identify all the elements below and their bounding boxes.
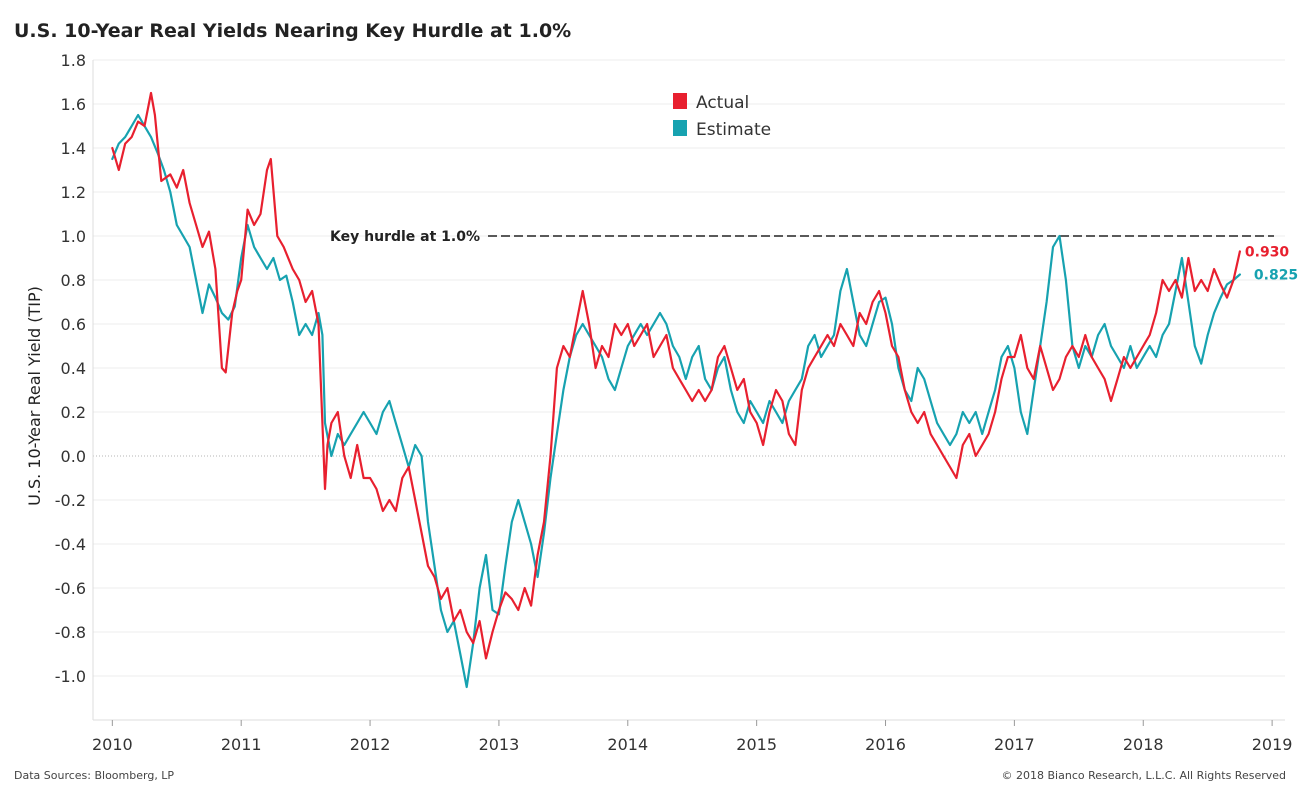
estimate-series-line [111,113,1241,689]
x-tick-label: 2017 [994,735,1035,754]
x-tick-label: 2019 [1252,735,1293,754]
actual-series-line [111,91,1241,660]
x-tick-label: 2015 [736,735,777,754]
y-tick-label: 1.6 [61,95,86,114]
y-tick-label: 1.0 [61,227,86,246]
y-tick-label: -1.0 [55,667,86,686]
data-source-note: Data Sources: Bloomberg, LP [14,769,175,782]
x-tick-label: 2011 [221,735,262,754]
legend-swatch-estimate [673,120,687,136]
y-tick-label: -0.8 [55,623,86,642]
y-axis-label: U.S. 10-Year Real Yield (TIP) [25,286,44,506]
chart-title: U.S. 10-Year Real Yields Nearing Key Hur… [14,20,572,42]
y-tick-label: 0.0 [61,447,86,466]
series-lines: 0.930 0.825 [111,91,1298,689]
y-tick-label: 1.8 [61,51,86,70]
actual-end-label: 0.930 [1245,244,1290,260]
x-tick-label: 2010 [92,735,133,754]
legend-swatch-actual [673,93,687,109]
y-tick-label: 0.4 [61,359,86,378]
axes: 1.8 1.6 1.4 1.2 1.0 0.8 0.6 0.4 0.2 0.0 -0.2 -0.4 -0… [55,51,1293,754]
y-tick-label: -0.2 [55,491,86,510]
legend-label-estimate: Estimate [696,120,771,140]
legend: Actual Estimate [673,93,771,140]
hurdle-label: Key hurdle at 1.0% [330,229,480,245]
estimate-end-label: 0.825 [1254,268,1298,284]
y-tick-label: 0.2 [61,403,86,422]
chart-canvas: 1.8 1.6 1.4 1.2 1.0 0.8 0.6 0.4 0.2 0.0 -0.2 -0.4 -0… [25,51,1298,754]
copyright-note: © 2018 Bianco Research, L.L.C. All Right… [1001,769,1286,782]
x-tick-label: 2018 [1123,735,1164,754]
legend-label-actual: Actual [696,93,749,113]
y-tick-label: 1.2 [61,183,86,202]
y-tick-label: 1.4 [61,139,86,158]
y-tick-label: 0.6 [61,315,86,334]
x-tick-label: 2014 [607,735,648,754]
grid-lines [93,59,1285,677]
x-tick-label: 2013 [479,735,520,754]
y-tick-label: -0.4 [55,535,86,554]
y-tick-label: 0.8 [61,271,86,290]
hurdle-line-group: Key hurdle at 1.0% [330,229,1274,245]
x-tick-label: 2012 [350,735,391,754]
x-tick-label: 2016 [865,735,906,754]
y-tick-label: -0.6 [55,579,86,598]
